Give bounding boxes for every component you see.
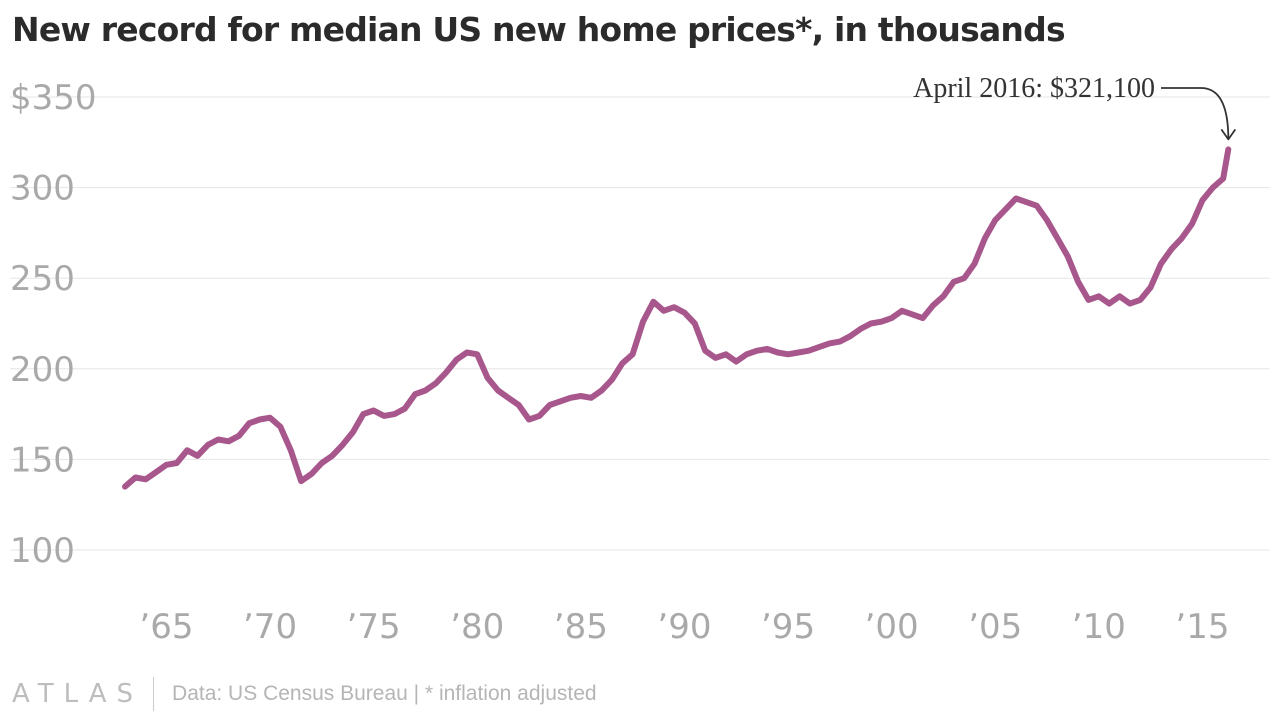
x-tick-label: ’15 [1175, 607, 1229, 647]
x-tick-label: ’70 [243, 607, 297, 647]
series-layer [122, 146, 1232, 490]
x-tick-label: ’00 [865, 607, 919, 647]
footer-divider [153, 677, 155, 711]
y-tick-label: 300 [10, 169, 75, 209]
x-tick-label: ’65 [139, 607, 193, 647]
annotation-layer: April 2016: $321,100 [913, 73, 1237, 141]
y-axis: $350 300 250 200 150 100 [10, 78, 97, 571]
x-tick-label: ’75 [347, 607, 401, 647]
x-axis: ’65 ’70 ’75 ’80 ’85 ’90 ’95 ’00 ’05 ’10 ’15 [139, 607, 1229, 647]
y-tick-label: 200 [10, 350, 75, 390]
y-tick-label: $350 [10, 78, 97, 118]
y-tick-label: 100 [10, 531, 75, 571]
x-tick-label: ’10 [1072, 607, 1126, 647]
chart-title: New record for median US new home prices… [12, 10, 1066, 49]
footer: ATLAS Data: US Census Bureau | * inflati… [12, 676, 597, 712]
brand-logo: ATLAS [12, 679, 144, 709]
source-note: Data: US Census Bureau | * inflation adj… [172, 682, 597, 705]
annotation-arrow [1161, 87, 1230, 140]
x-tick-label: ’85 [554, 607, 608, 647]
x-tick-label: ’95 [761, 607, 815, 647]
x-tick-label: ’05 [968, 607, 1022, 647]
y-tick-label: 250 [10, 259, 75, 299]
grid-layer [10, 96, 1270, 551]
annotation-label: April 2016: $321,100 [913, 73, 1155, 104]
x-tick-label: ’80 [450, 607, 504, 647]
y-tick-label: 150 [10, 440, 75, 480]
series-line [122, 146, 1232, 490]
x-tick-label: ’90 [657, 607, 711, 647]
annotation-arrowhead [1220, 128, 1237, 141]
